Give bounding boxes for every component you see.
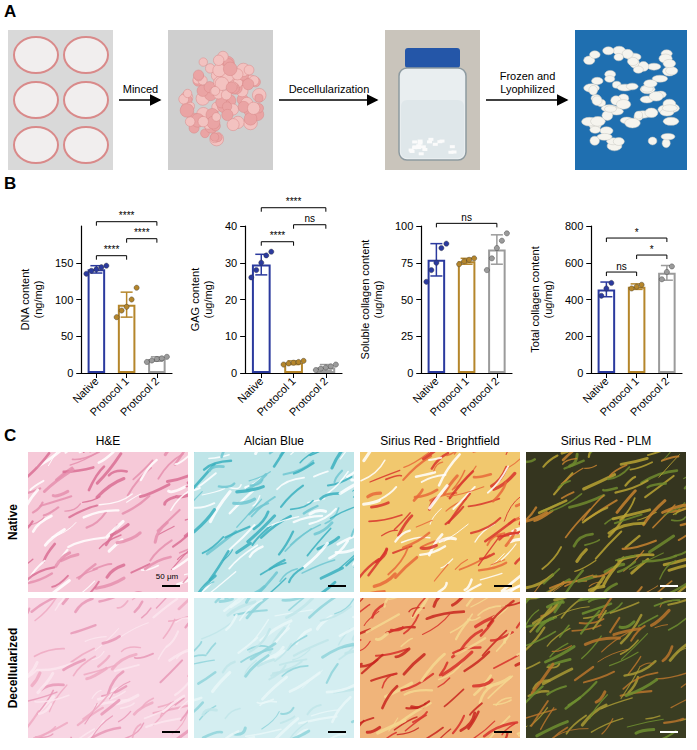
svg-text:0: 0 xyxy=(577,367,583,379)
svg-text:800: 800 xyxy=(565,220,583,232)
svg-text:Native: Native xyxy=(70,374,101,406)
svg-text:Native: Native xyxy=(580,374,611,406)
svg-text:50: 50 xyxy=(401,294,413,306)
svg-text:25: 25 xyxy=(401,330,413,342)
svg-text:ns: ns xyxy=(616,261,627,272)
svg-text:Sirius Red - PLM: Sirius Red - PLM xyxy=(561,434,652,448)
svg-text:Native: Native xyxy=(235,375,266,406)
svg-text:Decellularization: Decellularization xyxy=(289,83,370,95)
svg-text:Protocol 2: Protocol 2 xyxy=(628,375,671,418)
html-text:C: C xyxy=(4,426,17,445)
html-text:A: A xyxy=(4,2,17,21)
svg-text:75: 75 xyxy=(401,257,413,269)
html-text:B: B xyxy=(4,174,17,193)
svg-text:*: * xyxy=(635,227,639,238)
svg-text:10: 10 xyxy=(225,330,237,342)
svg-text:*: * xyxy=(650,244,654,255)
svg-text:100: 100 xyxy=(55,294,73,306)
svg-text:0: 0 xyxy=(231,367,237,379)
svg-text:(ng/mg): (ng/mg) xyxy=(32,281,44,319)
svg-text:(ug/mg): (ug/mg) xyxy=(542,281,554,319)
svg-text:Lyophilized: Lyophilized xyxy=(500,83,555,95)
svg-text:Protocol 2: Protocol 2 xyxy=(118,375,161,418)
svg-text:Total collagen content: Total collagen content xyxy=(529,246,541,352)
svg-text:200: 200 xyxy=(565,330,583,342)
svg-text:Native: Native xyxy=(410,374,441,406)
svg-text:0: 0 xyxy=(407,367,413,379)
svg-text:Protocol 2: Protocol 2 xyxy=(458,375,501,418)
svg-text:Protocol 2: Protocol 2 xyxy=(287,375,330,418)
svg-text:ns: ns xyxy=(304,213,315,224)
svg-text:50 μm: 50 μm xyxy=(156,572,179,581)
svg-text:Protocol 1: Protocol 1 xyxy=(427,374,471,419)
svg-text:Frozen and: Frozen and xyxy=(500,70,556,82)
svg-text:ns: ns xyxy=(461,212,472,223)
svg-text:(ug/mg): (ug/mg) xyxy=(372,281,384,319)
svg-text:****: **** xyxy=(270,230,286,241)
svg-text:150: 150 xyxy=(55,257,73,269)
svg-text:H&E: H&E xyxy=(96,434,121,448)
svg-text:50: 50 xyxy=(61,330,73,342)
svg-text:Alcian Blue: Alcian Blue xyxy=(244,434,304,448)
svg-text:****: **** xyxy=(119,210,135,221)
svg-text:****: **** xyxy=(104,244,120,255)
svg-text:GAG content: GAG content xyxy=(189,268,201,332)
svg-text:40: 40 xyxy=(225,220,237,232)
svg-text:Soluble collagen content: Soluble collagen content xyxy=(359,240,371,360)
svg-text:Protocol 1: Protocol 1 xyxy=(87,374,131,419)
svg-text:(ug/mg): (ug/mg) xyxy=(202,281,214,319)
svg-text:Decellularized: Decellularized xyxy=(6,628,20,709)
svg-text:0: 0 xyxy=(67,367,73,379)
svg-text:Native: Native xyxy=(6,504,20,540)
svg-text:****: **** xyxy=(134,227,150,238)
svg-text:30: 30 xyxy=(225,257,237,269)
svg-text:400: 400 xyxy=(565,294,583,306)
svg-text:Protocol 1: Protocol 1 xyxy=(254,374,298,419)
svg-text:DNA content: DNA content xyxy=(19,269,31,331)
svg-text:Protocol 1: Protocol 1 xyxy=(597,374,641,419)
svg-text:20: 20 xyxy=(225,294,237,306)
svg-text:600: 600 xyxy=(565,257,583,269)
svg-text:****: **** xyxy=(286,196,302,207)
svg-text:Sirius Red - Brightfield: Sirius Red - Brightfield xyxy=(380,434,499,448)
svg-text:100: 100 xyxy=(395,220,413,232)
svg-text:Minced: Minced xyxy=(123,83,158,95)
